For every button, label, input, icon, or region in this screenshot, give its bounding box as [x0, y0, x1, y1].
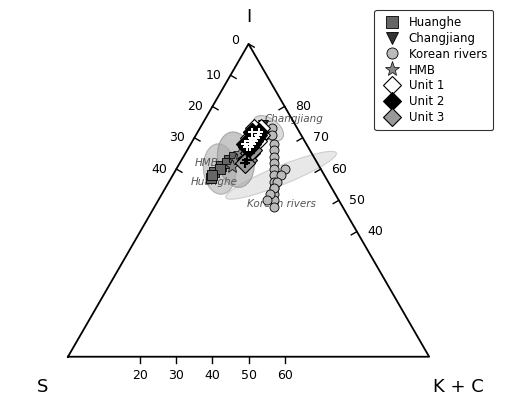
Text: 30: 30	[169, 131, 185, 144]
Text: 50: 50	[240, 369, 257, 382]
Ellipse shape	[204, 144, 236, 194]
Text: 0: 0	[231, 34, 239, 47]
Text: 40: 40	[151, 162, 167, 175]
Ellipse shape	[217, 132, 255, 188]
Ellipse shape	[253, 115, 284, 141]
Legend: Huanghe, Changjiang, Korean rivers, HMB, Unit 1, Unit 2, Unit 3: Huanghe, Changjiang, Korean rivers, HMB,…	[375, 10, 493, 130]
Ellipse shape	[226, 151, 337, 199]
Text: 40: 40	[205, 369, 220, 382]
Text: 60: 60	[277, 369, 292, 382]
Text: Huanghe: Huanghe	[191, 177, 238, 187]
Text: 70: 70	[313, 131, 329, 144]
Text: 40: 40	[367, 225, 383, 238]
Text: 50: 50	[349, 194, 365, 207]
Text: 10: 10	[206, 69, 221, 82]
Text: Korean rivers: Korean rivers	[247, 199, 316, 209]
Text: 60: 60	[331, 162, 347, 175]
Text: 30: 30	[168, 369, 184, 382]
Text: K + C: K + C	[433, 378, 483, 396]
Text: Changjiang: Changjiang	[264, 113, 323, 124]
Text: I: I	[246, 8, 251, 26]
Text: 20: 20	[132, 369, 148, 382]
Text: 80: 80	[295, 100, 311, 113]
Text: S: S	[37, 378, 48, 396]
Text: HMB: HMB	[195, 158, 219, 168]
Text: 20: 20	[188, 100, 204, 113]
